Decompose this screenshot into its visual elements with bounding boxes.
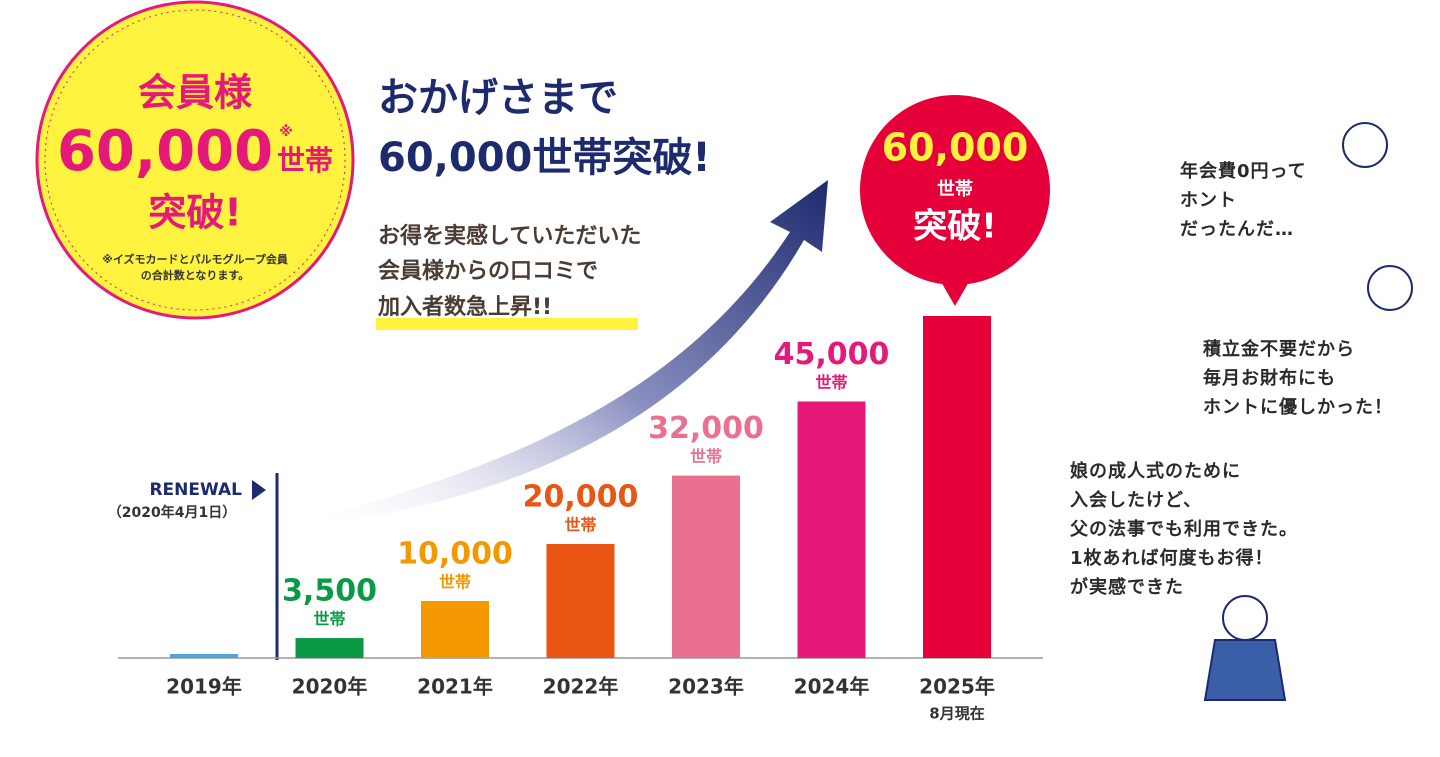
value-label: 60,000: [882, 126, 1029, 170]
value-label: 10,000: [397, 537, 513, 572]
testimonial: 年会費0円って: [1180, 160, 1307, 182]
callout-tail: [940, 280, 970, 306]
highlight: [376, 318, 638, 330]
badge-number: 60,000: [57, 119, 273, 184]
testimonial: 1枚あれば何度もお得！: [1070, 547, 1274, 569]
bar: [295, 638, 364, 658]
testimonial: 入会したけど、: [1070, 489, 1202, 511]
value-label: 32,000: [648, 411, 764, 446]
renewal-label: RENEWAL: [149, 480, 242, 500]
callout-text: 突破!: [913, 207, 997, 247]
testimonial: だったんだ…: [1180, 219, 1294, 240]
callout-bubble: [860, 95, 1050, 285]
bar: [170, 654, 238, 658]
badge-note: ※イズモカードとパルモグループ会員: [102, 252, 288, 266]
category-note: 8月現在: [929, 705, 984, 723]
bar: [797, 401, 866, 658]
testimonial: 娘の成人式のために: [1070, 460, 1241, 482]
faces: [1203, 122, 1413, 701]
body-text: 会員様からの口コミで: [378, 258, 598, 284]
x-tick-label: 2021年: [417, 675, 493, 699]
testimonial: ホント: [1180, 190, 1237, 211]
headline: おかげさまで: [378, 75, 618, 121]
renewal-pointer: [252, 480, 266, 500]
body-text: お得を実感していただいた: [378, 223, 641, 249]
badge-unit: 世帯: [277, 144, 333, 177]
kimono: [1203, 639, 1287, 701]
bar: [421, 601, 489, 658]
unit-label: 世帯: [439, 573, 471, 592]
x-tick-label: 2023年: [668, 675, 744, 699]
body-text: 加入者数急上昇!!: [377, 294, 552, 320]
value-label: 45,000: [774, 337, 890, 372]
badge-note: の合計数となります。: [141, 268, 250, 282]
testimonial: 父の法事でも利用できた。: [1070, 518, 1298, 540]
testimonial: ホントに優しかった！: [1203, 396, 1393, 418]
x-tick-label: 2025年: [919, 675, 995, 699]
testimonial: 積立金不要だから: [1202, 338, 1355, 360]
bar: [672, 475, 740, 658]
unit-label: 世帯: [815, 373, 847, 392]
value-label: 3,500: [282, 574, 377, 609]
x-tick-label: 2019年: [166, 675, 242, 699]
badge-text: 突破!: [148, 191, 241, 235]
face: [1367, 265, 1413, 311]
value-label: 20,000: [523, 480, 639, 515]
renewal-date: （2020年4月1日）: [108, 504, 236, 521]
testimonial: 毎月お財布にも: [1203, 367, 1336, 389]
face: [1342, 122, 1388, 168]
x-tick-label: 2024年: [794, 675, 870, 699]
bar: [546, 544, 615, 658]
face: [1222, 595, 1268, 641]
unit-label: 世帯: [564, 516, 596, 535]
x-tick-label: 2022年: [543, 675, 619, 699]
badge-mark: ※: [279, 124, 293, 140]
testimonial: が実感できた: [1070, 576, 1184, 598]
x-tick-label: 2020年: [292, 675, 368, 699]
badge-ring: [44, 9, 346, 311]
headline: 60,000世帯突破!: [378, 135, 711, 181]
unit-label: 世帯: [313, 610, 345, 629]
unit-label: 世帯: [937, 178, 973, 200]
badge-text: 会員様: [138, 71, 253, 115]
badge: [35, 0, 355, 320]
unit-label: 世帯: [690, 447, 722, 466]
bar: [923, 316, 991, 658]
